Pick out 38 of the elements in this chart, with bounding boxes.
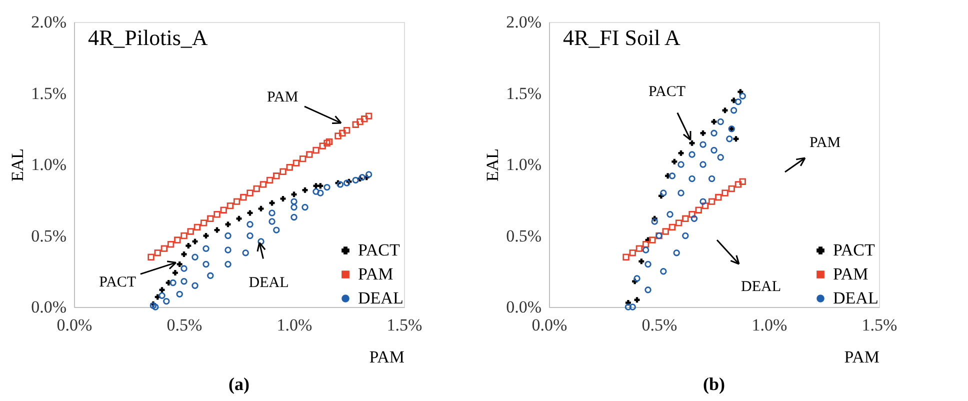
text: (a): [228, 374, 250, 394]
y-tick-label: 1.0%: [31, 155, 66, 174]
x-axis-title: PAM: [369, 348, 404, 366]
legend-label: PAM: [358, 264, 394, 284]
annotation: PAM: [267, 90, 298, 106]
annotation: DEAL: [741, 279, 781, 295]
y-tick-label: 2.0%: [506, 12, 542, 32]
y-tick-label: 0.0%: [506, 298, 542, 316]
y-tick-label: 0.5%: [31, 226, 66, 246]
x-tick-label: 1.0%: [752, 316, 788, 334]
annotation: PAM: [809, 135, 841, 151]
legend-label: DEAL: [833, 288, 878, 308]
x-tick-label: 1.5%: [386, 316, 422, 334]
legend-label: DEAL: [358, 288, 404, 308]
y-tick-label: 2.0%: [31, 12, 66, 32]
chart-title: 4R_FI Soil A: [563, 25, 680, 50]
x-tick-label: 0.5%: [166, 316, 202, 334]
annotation: PACT: [648, 84, 686, 100]
y-tick-label: 0.5%: [506, 226, 542, 246]
x-tick-label: 0.0%: [56, 316, 92, 334]
y-tick-label: 0.0%: [31, 298, 66, 316]
x-tick-label: 1.0%: [276, 316, 312, 334]
y-axis-title: EAL: [483, 148, 502, 182]
annotation: PACT: [99, 274, 136, 290]
chart-title: 4R_Pilotis_A: [88, 25, 208, 50]
legend-label: PACT: [833, 240, 876, 260]
legend-label: PAM: [833, 264, 868, 284]
x-tick-label: 0.0%: [532, 316, 568, 334]
x-axis-title: PAM: [844, 348, 880, 366]
x-tick-label: 0.5%: [642, 316, 678, 334]
annotation: DEAL: [248, 275, 289, 292]
y-tick-label: 1.5%: [31, 84, 66, 103]
legend-label: PACT: [358, 240, 401, 260]
x-tick-label: 1.5%: [862, 316, 898, 334]
y-axis-title: EAL: [8, 148, 28, 182]
text: (b): [703, 374, 726, 394]
y-tick-label: 1.0%: [506, 155, 542, 174]
y-tick-label: 1.5%: [506, 84, 542, 103]
